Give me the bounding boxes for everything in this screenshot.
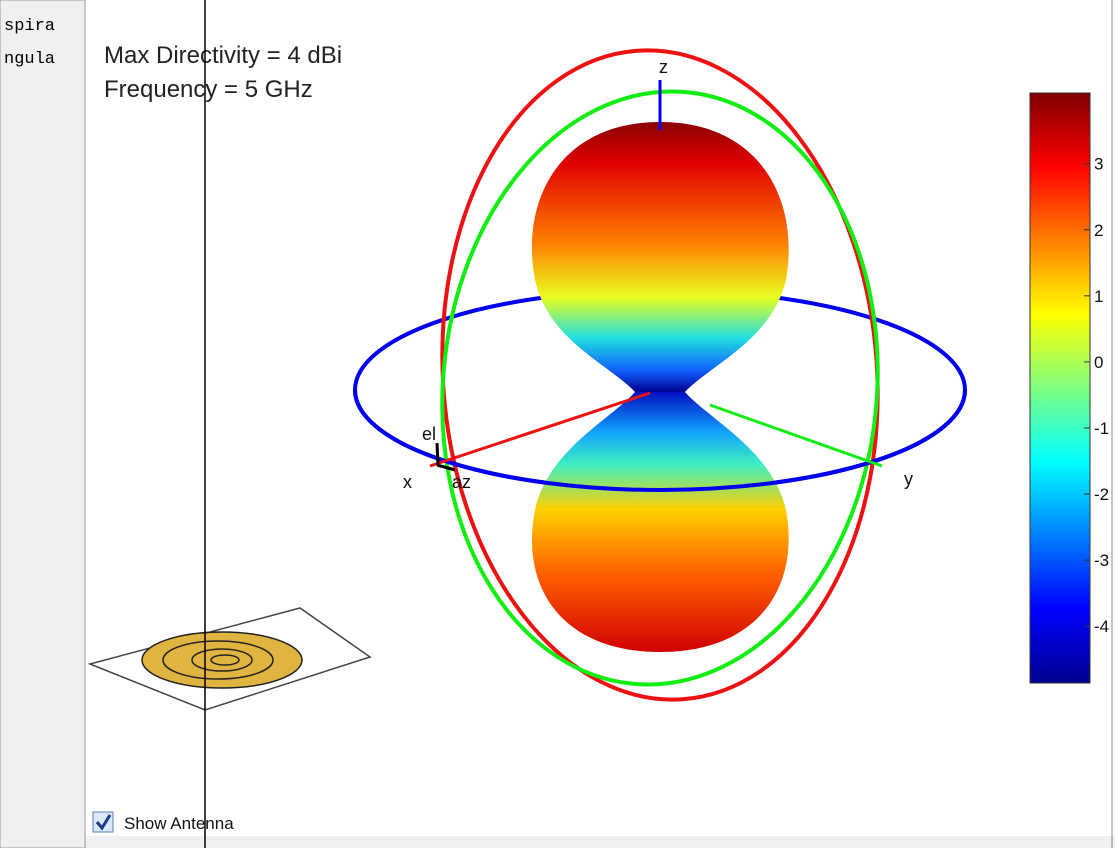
elevation-ring: [440, 89, 880, 687]
azimuth-ring-front: [353, 389, 967, 492]
lobe-lower: [531, 392, 789, 652]
colorbar: [1029, 92, 1091, 684]
colorbar-tick-label: 2: [1094, 221, 1103, 240]
colorbar-tick-label: -2: [1094, 485, 1109, 504]
axis-label: z: [659, 57, 668, 77]
checkmark[interactable]: [95, 814, 112, 831]
show-antenna-checkbox[interactable]: [92, 811, 114, 833]
colorbar-tick-label: -3: [1094, 551, 1109, 570]
y-axis: [709, 403, 883, 468]
antenna-spiral: [162, 640, 274, 680]
colorbar-tick-label: 0: [1094, 353, 1103, 372]
colorbar-tick-label: 3: [1094, 155, 1103, 174]
sidebar-line: spira: [4, 17, 55, 36]
plot-subtitle: Frequency = 5 GHz: [104, 76, 313, 103]
axis-label: x: [403, 472, 412, 492]
antenna-spiral: [191, 648, 253, 672]
x-axis: [429, 391, 651, 468]
sidebar: [0, 0, 86, 848]
axis-label: az: [452, 472, 471, 492]
figure-area: [85, 0, 1115, 836]
angle-marker: [435, 442, 456, 472]
axis-label: el: [422, 424, 436, 444]
colorbar-tick-label: -4: [1094, 617, 1109, 636]
sidebar-line: ngula: [4, 50, 55, 69]
checkbox-label[interactable]: Show Antenna: [124, 814, 234, 833]
colorbar-tick-label: 1: [1094, 287, 1103, 306]
antenna-spiral: [210, 654, 240, 666]
lobe-upper: [531, 122, 789, 392]
colorbar-tick-label: -1: [1094, 419, 1109, 438]
plot-title: Max Directivity = 4 dBi: [104, 42, 342, 69]
axis-label: y: [904, 469, 913, 489]
